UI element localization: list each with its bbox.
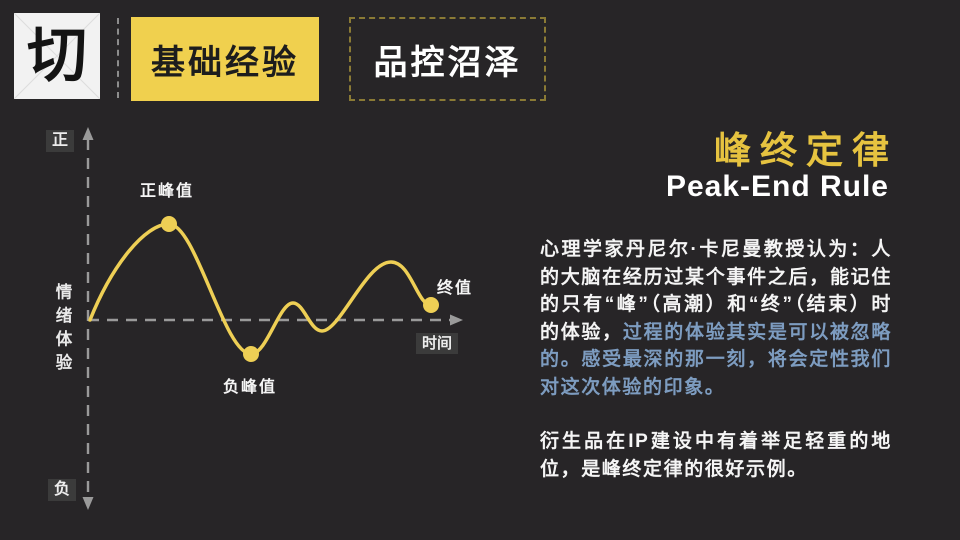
logo-placeholder-crosslines-icon bbox=[14, 13, 100, 99]
curve-marker-dot bbox=[161, 216, 177, 232]
description-normal-text: 心理学家丹尼尔·卡尼曼教授认为：人的大脑在经历过某个事件之后，能记住的只有“峰”… bbox=[540, 239, 892, 343]
logo-char: 切 bbox=[27, 21, 87, 91]
emotion-curve-path bbox=[88, 222, 433, 356]
header-divider bbox=[117, 18, 119, 98]
curve-marker-dot bbox=[243, 346, 259, 362]
y-positive-chip: 正 bbox=[46, 130, 75, 152]
y-axis-title: 情绪体验 bbox=[53, 283, 71, 377]
peak-end-description: 心理学家丹尼尔·卡尼曼教授认为：人的大脑在经历过某个事件之后，能记住的只有“峰”… bbox=[540, 236, 892, 402]
x-axis-arrow-right-icon bbox=[450, 314, 463, 326]
derivative-note: 衍生品在IP建设中有着举足轻重的地位，是峰终定律的很好示例。 bbox=[540, 431, 892, 480]
y-axis-arrow-up-icon bbox=[82, 127, 94, 140]
positive-peak-label: 正峰值 bbox=[140, 183, 195, 200]
tab-basic-experience[interactable]: 基础经验 bbox=[131, 17, 319, 101]
y-negative-chip: 负 bbox=[48, 479, 77, 501]
emotion-curve-chart: 正 负 情绪体验 时间 正峰值 负峰值 终值 bbox=[40, 125, 480, 525]
description-highlight-text: 过程的体验其实是可以被忽略的。感受最深的那一刻，将会定性我们对这次体验的印象。 bbox=[540, 321, 892, 398]
logo-tile: 切 bbox=[14, 13, 100, 99]
panel-title: 峰终定律 bbox=[714, 130, 898, 171]
y-axis-arrow-down-icon bbox=[82, 497, 94, 510]
x-axis-title-chip: 时间 bbox=[416, 333, 459, 354]
negative-peak-label: 负峰值 bbox=[223, 379, 278, 396]
curve-marker-dot bbox=[423, 297, 439, 313]
tab-quality-swamp[interactable]: 品控沼泽 bbox=[349, 17, 546, 101]
panel-subtitle: Peak-End Rule bbox=[665, 170, 889, 203]
curve-svg bbox=[82, 127, 463, 510]
end-value-label: 终值 bbox=[437, 280, 474, 297]
